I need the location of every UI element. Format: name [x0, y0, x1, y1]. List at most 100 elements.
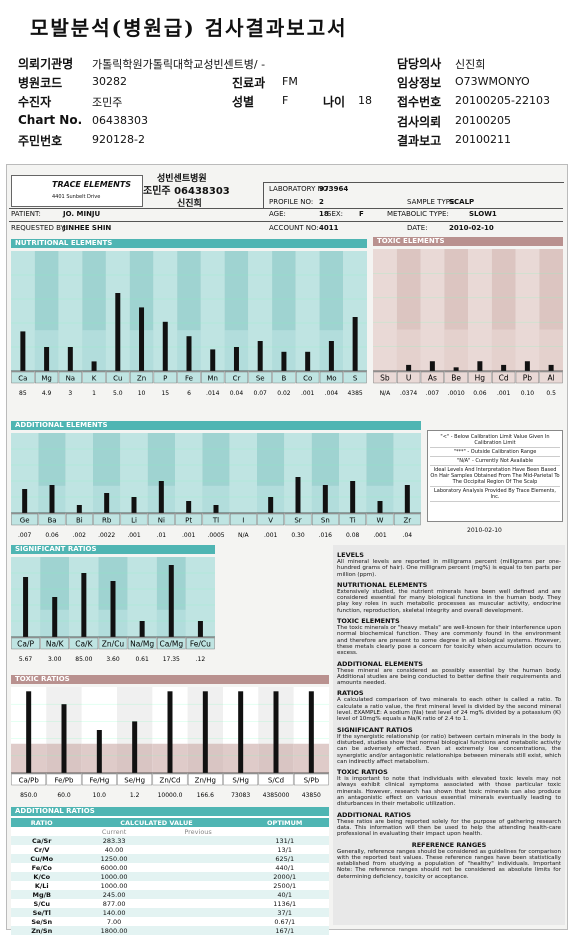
- low-band: [539, 329, 563, 371]
- info-value: FM: [282, 75, 298, 88]
- info-label: 성별: [232, 95, 255, 109]
- category-label: Tl: [212, 517, 219, 525]
- info-label: 의뢰기관명: [18, 57, 74, 71]
- category-label: Cu: [113, 375, 122, 383]
- result-value: N/A: [380, 390, 392, 397]
- category-label: Fe/Hg: [89, 777, 109, 785]
- chart-panel: NUTRITIONAL ELEMENTS Ca 85 Mg 4.9 Na 3 K 1 Cu 5.0 Z…: [11, 239, 367, 401]
- current-value: 1250.00: [100, 854, 128, 863]
- result-value: 0.5: [546, 390, 556, 397]
- result-value: 6: [187, 390, 191, 397]
- field-value: JINHEE SHIN: [63, 224, 112, 232]
- label-cell: [257, 513, 285, 526]
- result-value: 43850: [302, 792, 321, 799]
- note-text: The toxic minerals or "heavy metals" are…: [337, 625, 561, 657]
- category-label: Ge: [20, 517, 30, 525]
- chart: Ge .007 Ba 0.06 Bi .002 Rb .0022 Li .001 Ni .01 Pt .0…: [11, 433, 421, 539]
- chart: Ca/Pb 850.0 Fe/Pb 60.0 Fe/Hg 10.0 Se/Hg 1.2 Zn/C…: [11, 687, 329, 799]
- category-label: Mg: [41, 375, 51, 383]
- bar: [162, 321, 168, 371]
- label-cell: [11, 371, 35, 384]
- bar: [350, 481, 356, 513]
- result-value: .004: [325, 390, 339, 397]
- bar: [186, 336, 192, 371]
- previous-value: [156, 926, 241, 935]
- blank-cell: [240, 827, 329, 836]
- result-value: 0.04: [230, 390, 244, 397]
- bar: [197, 621, 203, 637]
- patient-line: 조민주 06438303: [143, 186, 230, 197]
- legend-box: "<" - Below Calibration Limit Value Give…: [427, 430, 563, 522]
- category-label: Se/Hg: [124, 777, 145, 785]
- label-cell: [468, 371, 492, 384]
- ratio-name: Ca/Sr: [32, 836, 52, 845]
- current-value: 6000.00: [100, 863, 128, 872]
- info-label: 결과보고: [397, 134, 442, 148]
- bar: [406, 364, 412, 371]
- bar: [202, 691, 208, 773]
- note-heading: RATIOS: [337, 689, 364, 698]
- info-value: 20100205-22103: [455, 94, 550, 107]
- label-cell: [420, 371, 444, 384]
- table-row: Mg/B 245.00 40/1: [11, 890, 329, 899]
- chart-panel: TOXIC ELEMENTS Sb N/A U .0374 As .007 Be .0010 Hg…: [373, 237, 563, 401]
- label-cell: [81, 773, 117, 786]
- bar: [20, 331, 26, 371]
- field-label: ACCOUNT NO:: [269, 224, 319, 232]
- category-label: K: [92, 375, 97, 383]
- info-value: 920128-2: [92, 133, 145, 146]
- optimum-value: 37/1: [277, 908, 293, 917]
- label-cell: [46, 773, 82, 786]
- info-value: 조민주: [92, 96, 123, 109]
- chart: Ca 85 Mg 4.9 Na 3 K 1 Cu 5.0 Zn 10 P 15 Fe 6 Mn .014 Cr 0.0…: [11, 251, 367, 397]
- optimum-value: 2000/1: [273, 872, 297, 881]
- ratio-name: Se/Tl: [32, 908, 51, 917]
- info-value: 06438303: [92, 114, 148, 127]
- category-label: Cd: [499, 374, 509, 383]
- bar: [96, 730, 102, 773]
- info-label: 임상정보: [397, 76, 442, 90]
- note-text: Generally, reference ranges should be co…: [337, 848, 561, 880]
- category-label: Ca/Mg: [159, 640, 183, 649]
- bar: [91, 361, 97, 371]
- field-value: 973964: [319, 185, 349, 193]
- label-cell: [224, 371, 249, 384]
- legend-item: Ideal Levels And Interpretation Have Bee…: [430, 467, 560, 487]
- result-value: .001: [264, 532, 278, 539]
- bar: [81, 573, 87, 637]
- optimum-value: 2500/1: [273, 881, 297, 890]
- label-cell: [515, 371, 539, 384]
- label-cell: [373, 371, 397, 384]
- category-label: Fe/Pb: [55, 777, 75, 785]
- legend-item: "***" - Outside Calibration Range: [430, 448, 560, 457]
- label-cell: [120, 513, 148, 526]
- result-value: 10.0: [93, 792, 107, 799]
- additional-ratios: ADDITIONAL RATIOS RATIO CALCULATED VALUE OP…: [11, 807, 329, 935]
- label-cell: [187, 773, 223, 786]
- label-cell: [339, 513, 367, 526]
- category-label: Li: [131, 517, 137, 525]
- current-value: 1800.00: [100, 926, 128, 935]
- category-label: I: [242, 517, 244, 525]
- doctor: 신진희: [177, 199, 202, 209]
- bar: [167, 691, 173, 773]
- result-value: .001: [497, 390, 511, 397]
- current-value: 245.00: [102, 890, 126, 899]
- table-row: K/Co 1000.00 2000/1: [11, 872, 329, 881]
- label-cell: [147, 513, 175, 526]
- low-band: [373, 329, 397, 371]
- ratio-table: RATIO CALCULATED VALUE OPTIMUM Current Previ…: [11, 818, 329, 935]
- bar: [110, 581, 116, 637]
- column-header: CALCULATED VALUE: [120, 818, 193, 827]
- result-value: 5.0: [113, 390, 123, 397]
- current-value: 140.00: [102, 908, 126, 917]
- result-value: .12: [196, 656, 206, 663]
- result-value: 4.9: [42, 390, 52, 397]
- bar: [210, 349, 216, 371]
- note-text: A calculated comparison of two minerals …: [337, 697, 561, 723]
- table-row: S/Cu 877.00 1136/1: [11, 899, 329, 908]
- label-cell: [11, 513, 39, 526]
- label-cell: [175, 513, 203, 526]
- ratio-name: Zn/Sn: [31, 926, 53, 935]
- label-cell: [117, 773, 153, 786]
